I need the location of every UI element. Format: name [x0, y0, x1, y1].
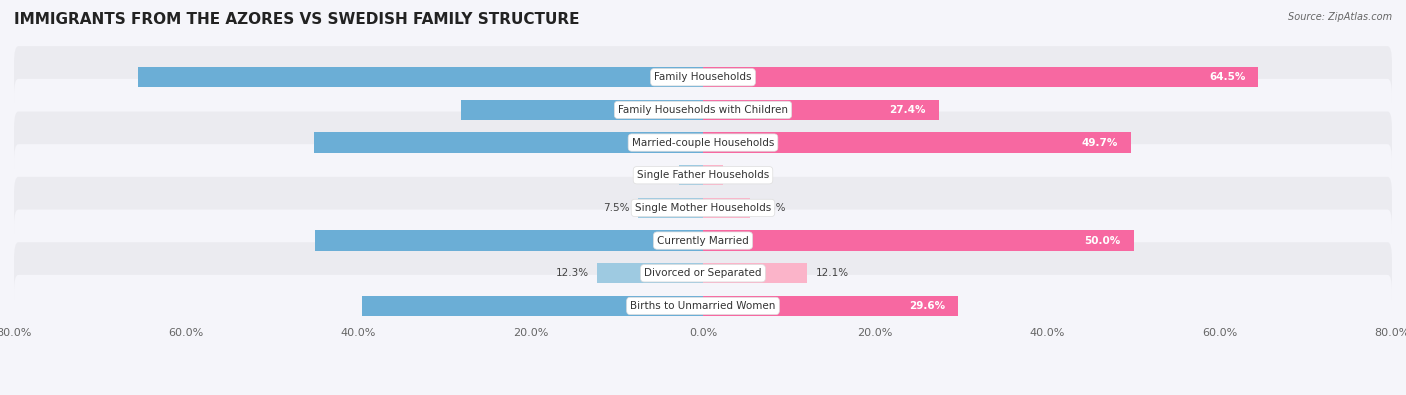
FancyBboxPatch shape [14, 209, 1392, 272]
FancyBboxPatch shape [14, 275, 1392, 337]
Bar [138, 67, 703, 87]
FancyBboxPatch shape [14, 79, 1392, 141]
Text: 50.0%: 50.0% [1084, 235, 1121, 246]
Bar [703, 263, 807, 283]
Text: 2.8%: 2.8% [644, 170, 671, 180]
Text: 12.1%: 12.1% [815, 268, 849, 278]
Bar [315, 230, 703, 251]
Text: Source: ZipAtlas.com: Source: ZipAtlas.com [1288, 12, 1392, 22]
Text: Married-couple Households: Married-couple Households [631, 137, 775, 148]
Bar [679, 165, 703, 185]
Text: 64.5%: 64.5% [1209, 72, 1246, 82]
Text: 45.2%: 45.2% [654, 137, 690, 148]
Text: IMMIGRANTS FROM THE AZORES VS SWEDISH FAMILY STRUCTURE: IMMIGRANTS FROM THE AZORES VS SWEDISH FA… [14, 12, 579, 27]
Text: 27.4%: 27.4% [890, 105, 927, 115]
Text: Single Mother Households: Single Mother Households [636, 203, 770, 213]
Bar [461, 100, 703, 120]
Text: 5.5%: 5.5% [759, 203, 786, 213]
Bar [703, 132, 1130, 153]
Text: 12.3%: 12.3% [555, 268, 589, 278]
FancyBboxPatch shape [14, 46, 1392, 108]
Text: Births to Unmarried Women: Births to Unmarried Women [630, 301, 776, 311]
Text: 65.6%: 65.6% [654, 72, 690, 82]
FancyBboxPatch shape [14, 242, 1392, 304]
Bar [638, 198, 703, 218]
Bar [314, 132, 703, 153]
Bar [703, 100, 939, 120]
Text: 39.6%: 39.6% [654, 301, 690, 311]
Bar [703, 198, 751, 218]
FancyBboxPatch shape [14, 111, 1392, 174]
Text: 49.7%: 49.7% [1081, 137, 1118, 148]
Text: 2.3%: 2.3% [731, 170, 758, 180]
Text: Family Households with Children: Family Households with Children [619, 105, 787, 115]
Bar [703, 230, 1133, 251]
Bar [598, 263, 703, 283]
Text: Single Father Households: Single Father Households [637, 170, 769, 180]
Text: 7.5%: 7.5% [603, 203, 630, 213]
FancyBboxPatch shape [14, 144, 1392, 206]
Text: Family Households: Family Households [654, 72, 752, 82]
Text: Divorced or Separated: Divorced or Separated [644, 268, 762, 278]
Text: 29.6%: 29.6% [908, 301, 945, 311]
Text: 45.1%: 45.1% [654, 235, 690, 246]
Bar [703, 67, 1258, 87]
Bar [361, 296, 703, 316]
FancyBboxPatch shape [14, 177, 1392, 239]
Bar [703, 296, 957, 316]
Bar [703, 165, 723, 185]
Text: 28.1%: 28.1% [654, 105, 690, 115]
Text: Currently Married: Currently Married [657, 235, 749, 246]
